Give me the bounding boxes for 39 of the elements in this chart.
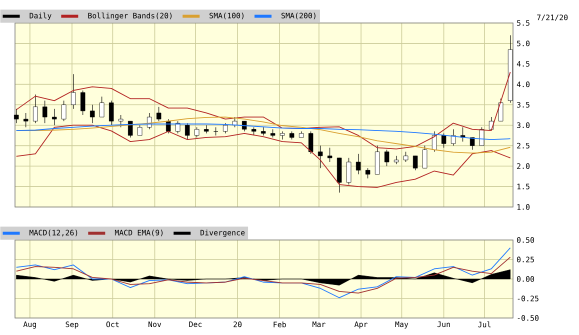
candlestick <box>14 108 19 124</box>
line-series <box>16 247 511 298</box>
line-series <box>16 124 511 188</box>
candlestick <box>374 145 380 175</box>
candlestick <box>384 149 390 166</box>
candlestick <box>470 137 475 150</box>
candlestick <box>137 124 142 136</box>
line-series <box>16 256 511 294</box>
candlestick <box>222 122 228 134</box>
candlestick <box>175 120 180 134</box>
candlestick <box>403 152 408 162</box>
candlestick <box>80 90 86 116</box>
candlestick <box>32 94 38 124</box>
candlestick <box>42 100 48 124</box>
candlestick <box>308 131 314 154</box>
candlestick <box>52 108 57 126</box>
candlestick <box>365 168 370 179</box>
candlestick <box>432 131 437 152</box>
candlestick <box>346 158 352 185</box>
candlestick <box>422 145 428 168</box>
candlestick <box>412 156 418 170</box>
candlestick <box>23 112 28 128</box>
candlestick <box>61 100 66 122</box>
candlestick <box>327 147 332 162</box>
candlestick <box>99 96 104 118</box>
candlestick <box>194 126 200 138</box>
candlestick <box>128 120 133 138</box>
candlestick <box>356 154 361 175</box>
candlestick <box>450 129 456 146</box>
candlestick <box>441 133 446 148</box>
candlestick <box>156 106 162 122</box>
candlestick <box>118 114 124 128</box>
candlestick <box>184 122 190 140</box>
line-series <box>16 72 511 150</box>
candlestick <box>108 100 114 126</box>
candlestick <box>498 98 504 122</box>
candlestick <box>70 74 76 110</box>
candlestick <box>90 104 95 124</box>
candlestick <box>318 145 323 168</box>
